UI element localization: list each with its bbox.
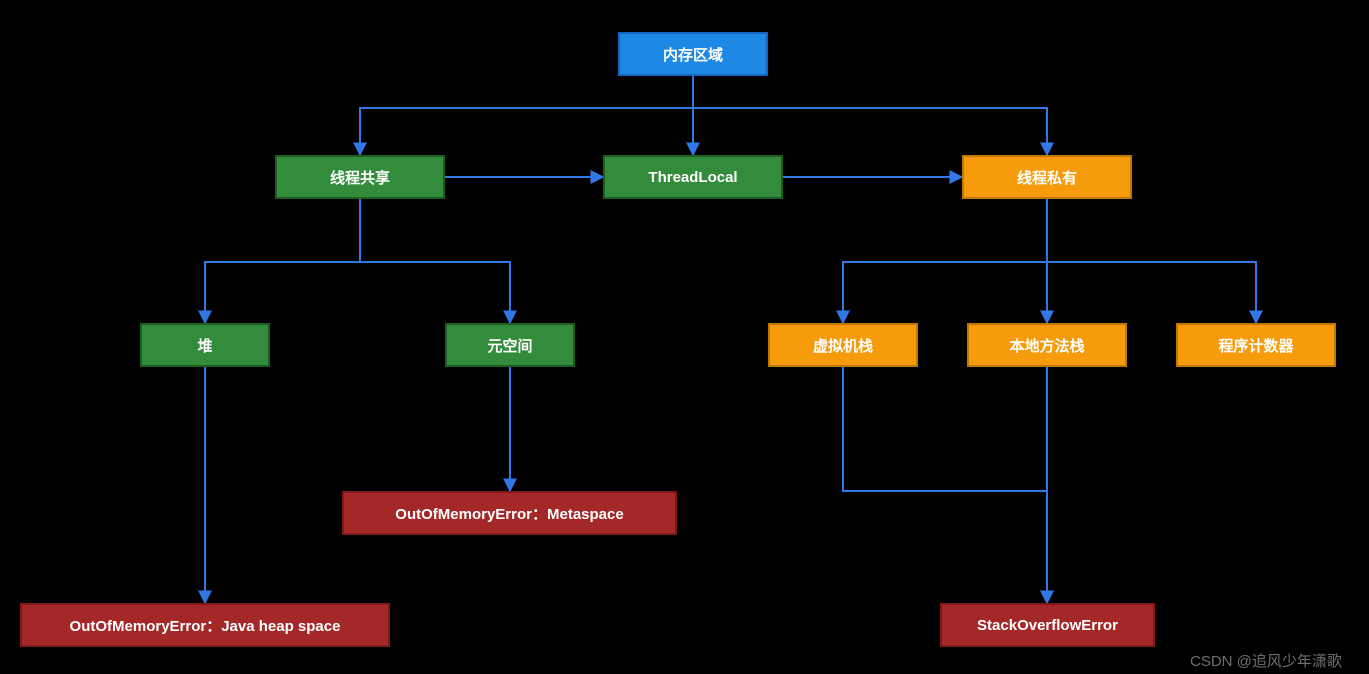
edge-12 bbox=[843, 367, 1047, 603]
edge-9 bbox=[1047, 199, 1256, 323]
edge-6 bbox=[360, 199, 510, 323]
node-shared: 线程共享 bbox=[275, 155, 445, 199]
node-root: 内存区域 bbox=[618, 32, 768, 76]
node-tlocal: ThreadLocal bbox=[603, 155, 783, 199]
node-heap: 堆 bbox=[140, 323, 270, 367]
edge-0 bbox=[360, 76, 693, 155]
node-meta: 元空间 bbox=[445, 323, 575, 367]
node-oom_heap: OutOfMemoryError：Java heap space bbox=[20, 603, 390, 647]
edge-7 bbox=[843, 199, 1047, 323]
edge-2 bbox=[693, 76, 1047, 155]
node-nmstack: 本地方法栈 bbox=[967, 323, 1127, 367]
node-pc: 程序计数器 bbox=[1176, 323, 1336, 367]
node-private: 线程私有 bbox=[962, 155, 1132, 199]
node-oom_meta: OutOfMemoryError：Metaspace bbox=[342, 491, 677, 535]
watermark: CSDN @追风少年潇歌 bbox=[1190, 650, 1342, 671]
node-vmstack: 虚拟机栈 bbox=[768, 323, 918, 367]
node-sof: StackOverflowError bbox=[940, 603, 1155, 647]
edge-5 bbox=[205, 199, 360, 323]
